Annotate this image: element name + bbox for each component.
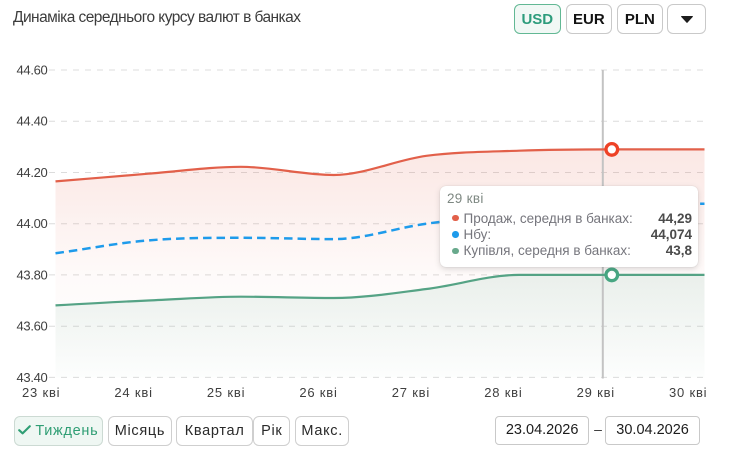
svg-text:30 кві: 30 кві: [669, 385, 707, 400]
svg-text:26 кві: 26 кві: [299, 385, 337, 400]
svg-text:44.60: 44.60: [16, 63, 47, 78]
svg-text:29 кві: 29 кві: [577, 385, 615, 400]
svg-text:25 кві: 25 кві: [207, 385, 245, 400]
svg-text:28 кві: 28 кві: [484, 385, 522, 400]
svg-text:23 кві: 23 кві: [22, 385, 60, 400]
svg-text:27 кві: 27 кві: [392, 385, 430, 400]
svg-text:44.20: 44.20: [16, 165, 47, 180]
svg-text:44.00: 44.00: [16, 216, 47, 231]
svg-text:43.40: 43.40: [16, 370, 47, 385]
svg-text:43.80: 43.80: [16, 267, 47, 282]
svg-text:43.60: 43.60: [16, 319, 47, 334]
svg-text:24 кві: 24 кві: [114, 385, 152, 400]
svg-text:44.40: 44.40: [16, 114, 47, 129]
